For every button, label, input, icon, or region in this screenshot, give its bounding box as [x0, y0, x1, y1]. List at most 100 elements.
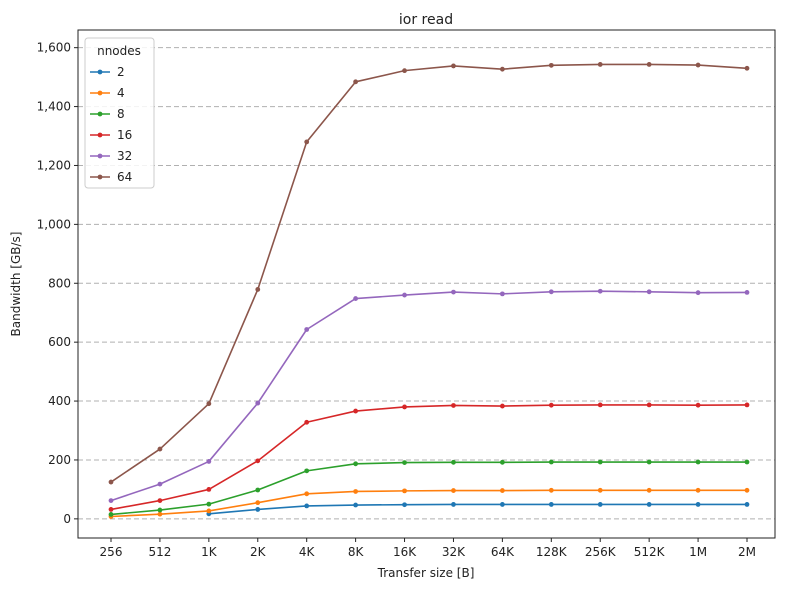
legend-entry-4: 4 — [90, 86, 125, 100]
data-point — [304, 419, 310, 425]
y-tick-label: 800 — [48, 276, 71, 290]
x-tick-label: 8K — [348, 545, 365, 559]
series-16 — [108, 402, 750, 512]
data-point — [304, 327, 310, 332]
data-point — [744, 65, 750, 71]
data-point — [548, 459, 554, 465]
data-point — [206, 508, 212, 514]
data-point — [108, 507, 114, 512]
legend-marker — [97, 90, 103, 96]
data-point — [744, 502, 750, 507]
legend-label: 4 — [117, 86, 125, 100]
data-point — [402, 404, 407, 410]
data-point — [206, 401, 212, 407]
data-point — [108, 512, 114, 517]
legend-label: 32 — [117, 149, 132, 163]
data-point — [304, 139, 310, 145]
series-line — [110, 290, 748, 502]
data-point — [695, 487, 701, 493]
data-point — [255, 487, 261, 493]
series-2 — [206, 502, 750, 517]
y-tick-label: 200 — [48, 453, 71, 467]
y-tick-label: 400 — [48, 394, 71, 408]
data-point — [646, 502, 652, 507]
legend: nnodes 2 4 8 16 32 64 — [84, 37, 155, 189]
data-point — [157, 507, 163, 513]
data-point — [402, 488, 407, 494]
data-point — [744, 289, 750, 295]
x-tick-label: 4K — [299, 545, 316, 559]
y-tick-label: 600 — [48, 335, 71, 349]
legend-marker — [97, 69, 103, 75]
data-point — [206, 487, 212, 492]
x-tick-label: 512K — [634, 545, 666, 559]
legend-entries: 2 4 8 16 32 64 — [90, 65, 132, 184]
data-point — [255, 400, 261, 406]
x-tick-label: 32K — [442, 545, 466, 559]
data-point — [157, 511, 163, 517]
series-line — [110, 489, 747, 518]
data-point — [304, 503, 310, 509]
legend-marker — [97, 111, 103, 117]
data-point — [548, 502, 554, 507]
data-point — [646, 289, 652, 295]
data-point — [548, 62, 554, 68]
data-point — [695, 62, 701, 68]
data-point — [157, 481, 163, 487]
data-point — [353, 502, 359, 508]
series-line — [110, 461, 747, 516]
legend-box — [84, 37, 155, 189]
legend-entry-64: 64 — [90, 170, 132, 184]
data-point — [402, 460, 407, 466]
y-tick-label: 0 — [63, 512, 71, 526]
data-point — [744, 487, 750, 493]
data-point — [646, 459, 652, 465]
data-point — [646, 62, 652, 67]
data-point — [451, 289, 456, 295]
x-tick-label: 1M — [689, 545, 707, 559]
data-point — [451, 403, 456, 408]
data-point — [206, 459, 212, 464]
data-point — [695, 402, 701, 408]
x-tick-label: 1K — [201, 545, 218, 559]
legend-title: nnodes — [97, 44, 141, 58]
x-tick-label: 256K — [585, 545, 617, 559]
y-tick-label: 1,400 — [37, 100, 71, 114]
data-point — [157, 446, 163, 452]
data-point — [451, 63, 456, 69]
plot-area-frame — [77, 29, 776, 539]
data-point — [353, 79, 359, 85]
data-point — [646, 402, 652, 408]
x-axis-label: Transfer size [B] — [377, 566, 475, 580]
data-point — [353, 408, 359, 414]
data-point — [402, 68, 407, 74]
legend-marker — [97, 174, 103, 180]
data-point — [597, 459, 603, 465]
x-axis: 256 512 1K 2K 4K 8K 16K 32K 64K 128K 256K 512K 1M 2M — [100, 538, 756, 559]
x-tick-label: 16K — [393, 545, 417, 559]
data-point — [353, 296, 359, 301]
y-tick-label: 1,600 — [37, 41, 71, 55]
y-tick-label: 1,000 — [37, 217, 71, 231]
data-point — [255, 500, 261, 506]
legend-label: 16 — [117, 128, 132, 142]
data-point — [451, 459, 456, 465]
data-point — [255, 287, 261, 292]
gridlines — [78, 47, 775, 520]
data-point — [597, 288, 603, 294]
data-point — [695, 290, 701, 296]
y-axis: 0 200 400 600 800 1,000 1,200 1,400 1,600 — [37, 41, 78, 526]
data-point — [353, 461, 359, 467]
data-point — [646, 487, 652, 493]
series-32 — [108, 288, 750, 503]
data-point — [597, 62, 603, 67]
data-point — [451, 488, 456, 493]
legend-label: 8 — [117, 107, 125, 121]
legend-entry-16: 16 — [90, 128, 132, 142]
data-point — [695, 502, 701, 507]
legend-label: 2 — [117, 65, 125, 79]
y-axis-label: Bandwidth [GB/s] — [9, 232, 23, 337]
data-point — [255, 458, 261, 464]
chart-title: ior read — [399, 12, 453, 28]
